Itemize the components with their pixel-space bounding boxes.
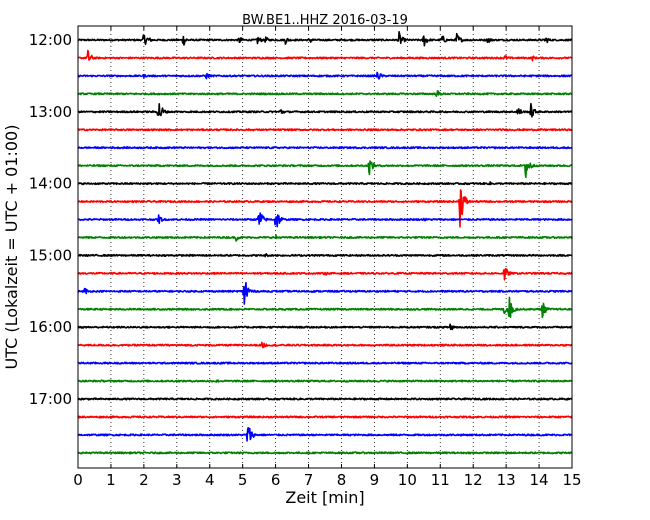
- trace-row-14:30: [77, 212, 573, 228]
- x-tick-label-3: 3: [172, 471, 182, 489]
- x-tick-label-15: 15: [562, 471, 581, 489]
- y-axis-label: UTC (Lokalzeit = UTC + 01:00): [2, 125, 21, 370]
- trace-row-14:45: [77, 234, 573, 242]
- x-tick-label-6: 6: [271, 471, 281, 489]
- x-tick-label-11: 11: [431, 471, 450, 489]
- trace-row-13:45: [77, 160, 573, 179]
- trace-row-13:00: [77, 102, 573, 118]
- x-tick-label-0: 0: [73, 471, 83, 489]
- trace-row-16:00: [77, 323, 573, 331]
- x-tick-label-12: 12: [464, 471, 483, 489]
- trace-row-17:15: [77, 415, 573, 419]
- y-tick-label-2: 14:00: [29, 175, 72, 193]
- trace-row-17:30: [77, 427, 573, 442]
- trace-row-15:30: [77, 281, 573, 305]
- x-tick-label-1: 1: [106, 471, 116, 489]
- trace-row-17:45: [77, 451, 573, 455]
- trace-row-17:00: [77, 397, 573, 401]
- x-tick-label-14: 14: [530, 471, 549, 489]
- x-tick-label-5: 5: [238, 471, 248, 489]
- trace-row-16:30: [77, 361, 573, 365]
- y-tick-label-3: 15:00: [29, 246, 72, 264]
- trace-row-13:15: [77, 128, 573, 132]
- trace-layer: [77, 30, 573, 455]
- trace-row-15:45: [77, 296, 573, 319]
- trace-row-12:15: [77, 49, 573, 62]
- x-tick-label-8: 8: [337, 471, 347, 489]
- y-tick-label-0: 12:00: [29, 31, 72, 49]
- trace-row-12:00: [77, 30, 573, 47]
- trace-row-13:30: [77, 146, 573, 150]
- x-tick-label-9: 9: [370, 471, 380, 489]
- axis-layer: 0 1 2 3 4 5 6 7 8 9 10 11 12 13 14 1512:0013:0014:0015:…: [29, 26, 582, 489]
- x-tick-label-13: 13: [497, 471, 516, 489]
- trace-row-12:45: [77, 90, 573, 97]
- trace-row-15:00: [77, 253, 573, 258]
- trace-row-14:00: [77, 181, 573, 186]
- y-tick-label-5: 17:00: [29, 390, 72, 408]
- trace-row-16:45: [77, 379, 573, 383]
- x-tick-label-10: 10: [398, 471, 417, 489]
- grid-layer: [110, 26, 540, 468]
- x-axis-label: Zeit [min]: [285, 488, 364, 507]
- trace-row-12:30: [77, 71, 573, 80]
- plot-frame: [77, 25, 573, 469]
- trace-row-15:15: [77, 267, 573, 281]
- trace-row-16:15: [77, 341, 573, 349]
- trace-row-14:15: [77, 189, 573, 228]
- x-tick-label-4: 4: [205, 471, 215, 489]
- y-tick-label-4: 16:00: [29, 318, 72, 336]
- chart-title: BW.BE1..HHZ 2016-03-19: [242, 13, 408, 28]
- x-tick-label-2: 2: [139, 471, 149, 489]
- y-tick-label-1: 13:00: [29, 103, 72, 121]
- x-tick-label-7: 7: [304, 471, 314, 489]
